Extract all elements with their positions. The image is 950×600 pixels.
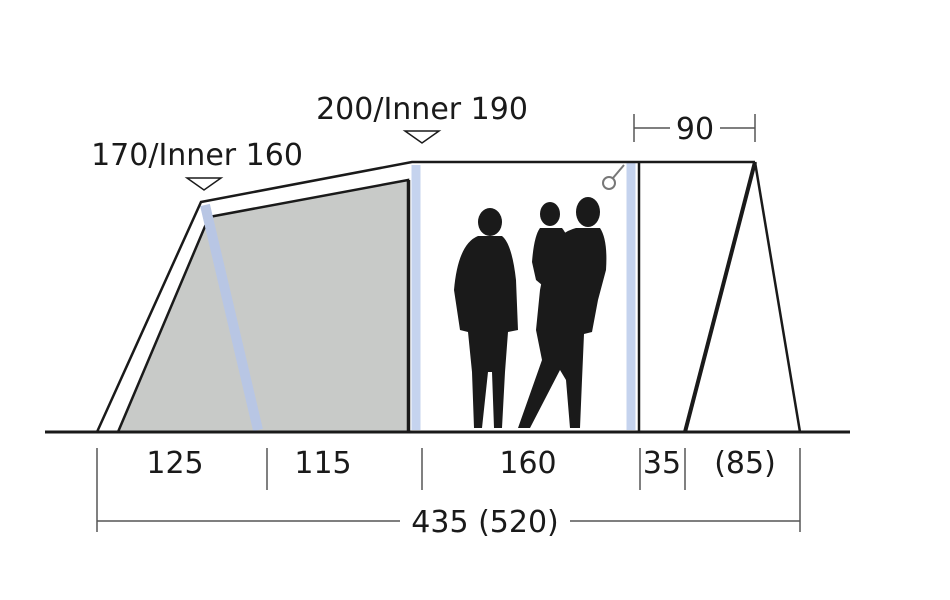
people-silhouette-icon	[454, 197, 607, 428]
canopy-back-leg	[753, 161, 802, 433]
canopy-depth-label: 90	[676, 112, 714, 147]
middle-height-label: 200/Inner 190	[316, 92, 528, 127]
outer-tent	[95, 160, 755, 433]
segment-label: 115	[294, 446, 351, 481]
segment-label: 35	[643, 446, 681, 481]
segment-ticks	[96, 448, 801, 532]
peg-hook-icon	[602, 164, 625, 190]
segment-label: 125	[146, 446, 203, 481]
height-marker-icon	[184, 177, 224, 191]
total-length-label: 435 (520)	[411, 505, 558, 540]
canopy-dimension	[633, 114, 756, 142]
canopy-front-leg	[683, 161, 757, 433]
segment-label: (85)	[714, 446, 776, 481]
segment-label: 160	[499, 446, 556, 481]
height-marker-icon	[402, 130, 442, 144]
front-height-label: 170/Inner 160	[91, 138, 303, 173]
inner-tent	[116, 178, 410, 434]
front-pole	[200, 203, 263, 432]
